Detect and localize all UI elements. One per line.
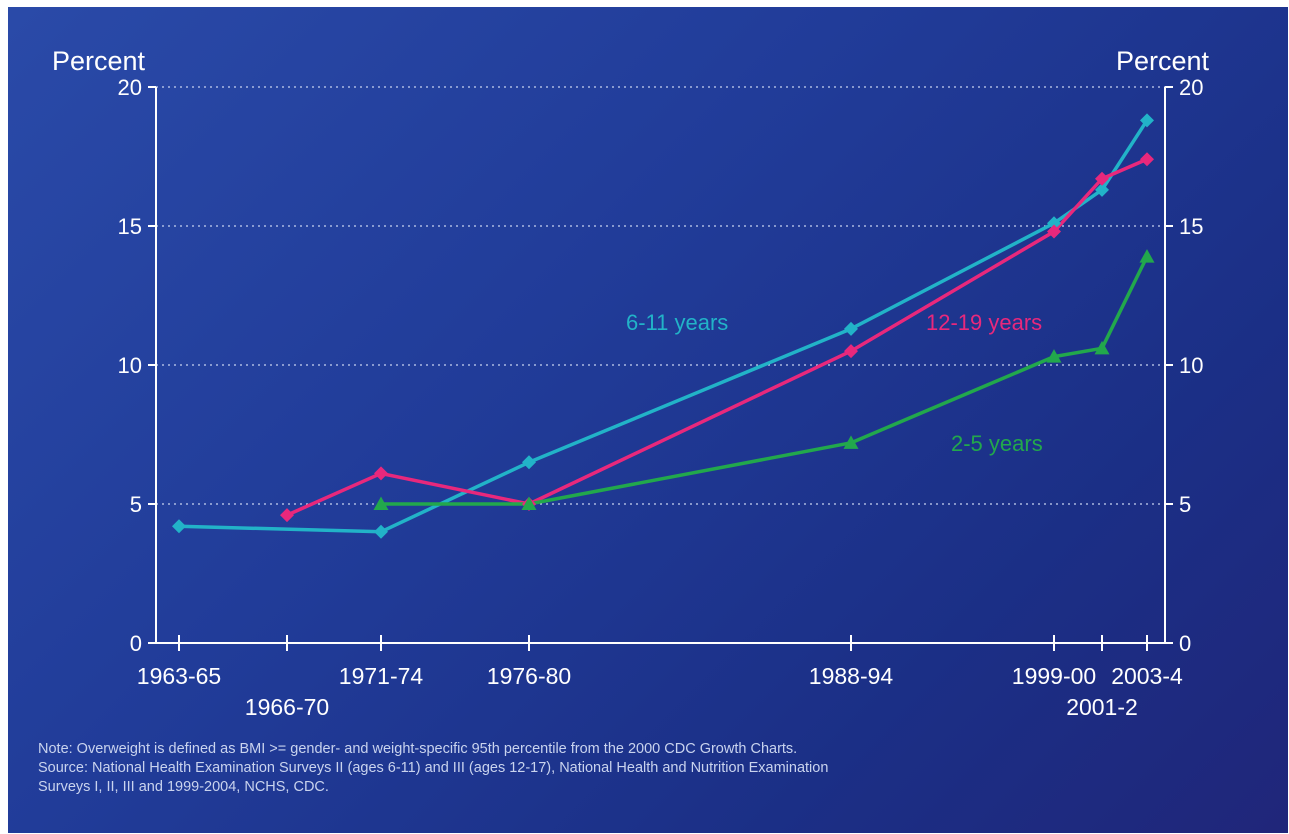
series-line xyxy=(286,157,1148,517)
data-point xyxy=(1095,182,1109,197)
series-label-6-11: 6-11 years xyxy=(626,310,728,335)
y-tick-label: 5 xyxy=(1179,492,1191,517)
x-tick-label: 1988-94 xyxy=(809,663,894,689)
y-tick-labels: 0 0 5 5 10 10 15 15 20 20 xyxy=(118,75,1204,656)
note-line: Note: Overweight is defined as BMI >= ge… xyxy=(38,741,798,757)
y-tick-label: 10 xyxy=(118,353,142,378)
data-point xyxy=(1047,224,1061,239)
x-tick-label: 1963-65 xyxy=(137,663,221,689)
y-tick-label: 0 xyxy=(130,631,142,656)
data-point xyxy=(374,466,388,481)
y-tick-label: 10 xyxy=(1179,353,1203,378)
data-point xyxy=(374,524,388,539)
gridlines xyxy=(156,86,1165,505)
series-line xyxy=(381,255,1149,506)
y-tick-label: 0 xyxy=(1179,631,1191,656)
x-tick-label: 2003-4 xyxy=(1111,663,1183,689)
data-point xyxy=(1047,216,1061,231)
line-chart: Percent Percent 0 0 5 5 10 10 15 15 20 20 1963-65… xyxy=(52,46,1210,720)
data-point xyxy=(1094,340,1110,355)
data-point xyxy=(1095,171,1109,186)
data-point xyxy=(280,508,294,523)
y-tick-label: 15 xyxy=(118,214,142,239)
y-tick-label: 5 xyxy=(130,492,142,517)
data-point xyxy=(844,344,858,359)
data-point xyxy=(373,496,389,510)
data-point xyxy=(521,496,537,510)
axes xyxy=(148,86,1173,651)
chart-notes: Note: Overweight is defined as BMI >= ge… xyxy=(38,740,1238,797)
data-point xyxy=(172,519,186,534)
series-label-2-5: 2-5 years xyxy=(951,431,1043,456)
series-label-12-19: 12-19 years xyxy=(926,310,1042,335)
chart-panel: Percent Percent 0 0 5 5 10 10 15 15 20 20 1963-65… xyxy=(8,7,1288,833)
y-tick-label: 20 xyxy=(118,75,142,100)
data-point xyxy=(843,435,859,449)
source-line-continued: Surveys I, II, III and 1999-2004, NCHS, … xyxy=(38,779,329,795)
y-tick-label: 20 xyxy=(1179,75,1203,100)
data-point xyxy=(1046,349,1062,363)
y-tick-label: 15 xyxy=(1179,214,1203,239)
series-markers xyxy=(172,113,1155,539)
data-point xyxy=(1139,249,1155,263)
x-tick-label: 1971-74 xyxy=(339,663,424,689)
y-axis-title-right: Percent xyxy=(1116,46,1210,76)
x-tick-labels: 1963-65 1966-70 1971-74 1976-80 1988-94 1999-… xyxy=(137,663,1183,720)
x-tick-label: 1999-00 xyxy=(1012,663,1096,689)
x-tick-label: 1976-80 xyxy=(487,663,571,689)
source-line: Source: National Health Examination Surv… xyxy=(38,760,829,776)
data-point xyxy=(1140,152,1154,167)
x-tick-label: 2001-2 xyxy=(1066,694,1138,720)
y-axis-title-left: Percent xyxy=(52,46,146,76)
x-tick-label: 1966-70 xyxy=(245,694,329,720)
data-point xyxy=(1140,113,1154,128)
data-point xyxy=(522,455,536,470)
data-point xyxy=(844,321,858,336)
